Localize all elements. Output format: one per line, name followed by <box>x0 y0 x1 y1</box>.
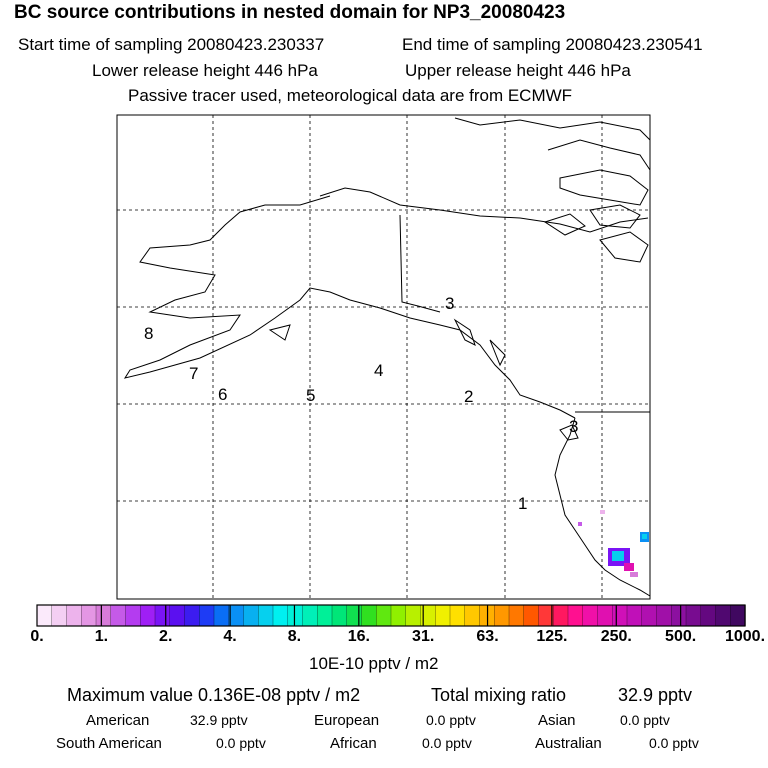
region-value: 0.0 pptv <box>620 712 670 728</box>
total-mixing-label: Total mixing ratio <box>431 685 567 705</box>
colorbar-cell <box>213 604 230 627</box>
colorbar-cell <box>612 604 628 627</box>
colorbar-cell <box>110 604 127 627</box>
region-name: European <box>314 712 380 729</box>
plot-title: BC source contributions in nested domain… <box>14 2 566 23</box>
point-label: 7 <box>189 364 198 383</box>
region-value: 0.0 pptv <box>649 735 699 751</box>
map-panel: 1 2 3 4 5 6 7 8 3 <box>116 114 651 600</box>
start-time-label: Start time of sampling 20080423.230337 <box>18 35 325 54</box>
colorbar-cell <box>287 604 304 627</box>
colorbar-unit-label: 10E-10 pptv / m2 <box>309 654 439 673</box>
colorbar-cell <box>715 604 731 627</box>
colorbar-cell <box>140 604 156 627</box>
colorbar-cell <box>199 604 215 627</box>
region-value: 0.0 pptv <box>216 735 266 751</box>
region-value: 32.9 pptv <box>190 712 248 728</box>
colorbar-cell <box>36 604 53 627</box>
colorbar-tick-label: 63. <box>476 628 499 645</box>
colorbar-cell <box>523 604 540 627</box>
colorbar-cell <box>405 604 422 627</box>
point-label: 2 <box>464 387 473 406</box>
region-name: South American <box>56 735 162 752</box>
point-label: 1 <box>518 494 527 513</box>
colorbar-tick-label: 16. <box>347 628 370 645</box>
colorbar-cell <box>626 604 643 627</box>
colorbar-tick-label: 31. <box>412 628 435 645</box>
colorbar-cell <box>700 604 717 627</box>
colorbar-cell <box>656 604 672 627</box>
region-name: Asian <box>538 712 576 729</box>
colorbar-tick-label: 0. <box>30 628 44 645</box>
lat-lon-grid <box>117 115 650 599</box>
point-label: 6 <box>218 385 227 404</box>
colorbar-cell <box>169 604 186 627</box>
tracer-label: Passive tracer used, meteorological data… <box>128 86 573 105</box>
colorbar-tick-label: 2. <box>159 628 173 645</box>
region-name: Australian <box>535 735 602 752</box>
colorbar-cell <box>258 604 274 627</box>
colorbar-cell <box>508 604 525 627</box>
colorbar-cell <box>331 604 348 627</box>
colorbar-cell <box>553 604 569 627</box>
point-label: 8 <box>144 324 153 343</box>
lower-release-label: Lower release height 446 hPa <box>92 61 318 80</box>
colorbar-tick-label: 4. <box>223 628 237 645</box>
colorbar-cell <box>81 604 97 627</box>
colorbar-cell <box>243 604 259 627</box>
colorbar-cell <box>95 604 112 627</box>
colorbar-cell <box>51 604 68 627</box>
colorbar <box>36 604 746 627</box>
colorbar-tick-label: 8. <box>287 628 302 645</box>
map-frame <box>116 114 651 600</box>
colorbar-cell <box>567 604 584 627</box>
colorbar-cell <box>361 604 377 627</box>
point-label: 3 <box>445 294 454 313</box>
point-labels: 1 2 3 4 5 6 7 8 3 <box>144 294 578 513</box>
colorbar-cell <box>154 604 171 627</box>
colorbar-tick-label: 250. <box>600 628 632 645</box>
colorbar-cell <box>730 604 746 627</box>
colorbar-cell <box>449 604 466 627</box>
colorbar-cell <box>272 604 289 627</box>
colorbar-cell <box>464 604 481 627</box>
colorbar-cell <box>302 604 318 627</box>
upper-release-label: Upper release height 446 hPa <box>405 61 631 80</box>
colorbar-cell <box>317 604 333 627</box>
colorbar-cell <box>184 604 200 627</box>
colorbar-cell <box>125 604 141 627</box>
colorbar-cell <box>641 604 658 627</box>
colorbar-cell <box>685 604 702 627</box>
colorbar-tick-label: 125. <box>536 628 568 645</box>
colorbar-cell <box>582 604 599 627</box>
coastlines <box>123 117 651 597</box>
region-name: American <box>86 712 150 729</box>
colorbar-cell <box>346 604 363 627</box>
colorbar-tick-label: 1. <box>94 628 109 645</box>
end-time-label: End time of sampling 20080423.230541 <box>402 35 703 54</box>
colorbar-tick-label: 500. <box>665 628 697 645</box>
total-mixing-value: 32.9 pptv <box>618 685 693 705</box>
colorbar-cell <box>66 604 82 627</box>
colorbar-cell <box>494 604 510 627</box>
concentration-field <box>578 510 649 577</box>
point-label: 3 <box>569 417 578 436</box>
region-name: African <box>330 735 377 752</box>
colorbar-cell <box>597 604 613 627</box>
point-label: 5 <box>306 386 315 405</box>
colorbar-cell <box>390 604 407 627</box>
max-value-label: Maximum value 0.136E-08 pptv / m2 <box>67 685 361 705</box>
colorbar-cell <box>435 604 451 627</box>
colorbar-cell <box>376 604 392 627</box>
point-label: 4 <box>374 361 383 380</box>
colorbar-tick-label: 1000. <box>724 628 766 645</box>
region-value: 0.0 pptv <box>426 712 476 728</box>
region-value: 0.0 pptv <box>422 735 472 751</box>
colorbar-cell <box>228 604 245 627</box>
colorbar-cell <box>671 604 687 627</box>
